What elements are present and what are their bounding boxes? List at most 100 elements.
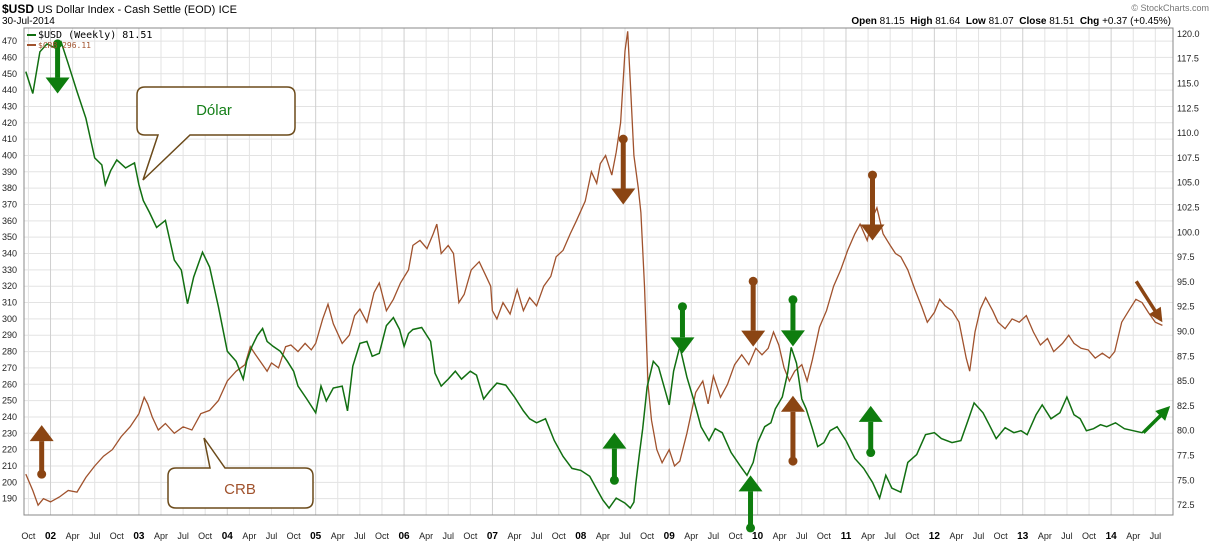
left-tick-label: 390 <box>2 167 17 177</box>
arrow-head <box>611 188 636 205</box>
right-tick-label: 107.5 <box>1177 153 1200 163</box>
series-line-usd <box>25 40 1163 510</box>
x-tick-label: Jul <box>89 531 101 541</box>
right-tick-label: 90.0 <box>1177 327 1195 337</box>
chart-header: $USD US Dollar Index - Cash Settle (EOD)… <box>0 0 1213 30</box>
arrow-head <box>860 224 885 241</box>
arrow-head <box>858 405 883 422</box>
close-value: 81.51 <box>1049 16 1075 27</box>
x-tick-label: Oct <box>994 531 1009 541</box>
left-tick-label: 330 <box>2 265 17 275</box>
x-tick-label: Oct <box>552 531 567 541</box>
arrow-head <box>1148 306 1163 323</box>
ohlc-readout: Open 81.15 High 81.64 Low 81.07 Close 81… <box>851 16 1171 27</box>
annotation-arrow-brown <box>860 170 885 241</box>
high-value: 81.64 <box>935 16 961 27</box>
left-tick-label: 220 <box>2 445 17 455</box>
x-tick-label: Apr <box>596 531 610 541</box>
annotation-arrow-green <box>738 475 763 533</box>
arrow-head <box>780 395 805 412</box>
callout-crb-text: CRB <box>224 481 256 498</box>
annotation-arrow-brown <box>1134 280 1163 323</box>
x-year-label: 03 <box>133 531 145 541</box>
right-tick-label: 75.0 <box>1177 475 1195 485</box>
arrow-head <box>780 330 805 347</box>
annotation-arrow-green <box>670 302 695 354</box>
right-tick-label: 82.5 <box>1177 401 1195 411</box>
x-year-label: 14 <box>1106 531 1118 541</box>
high-label: High <box>910 16 933 27</box>
x-tick-label: Oct <box>1082 531 1097 541</box>
x-tick-label: Jul <box>1061 531 1073 541</box>
x-year-label: 12 <box>929 531 941 541</box>
brand-watermark: © StockCharts.com <box>1131 3 1209 13</box>
left-tick-label: 410 <box>2 134 17 144</box>
callout-dolar-text: Dólar <box>196 102 232 119</box>
left-tick-label: 430 <box>2 101 17 111</box>
symbol-title: $USD US Dollar Index - Cash Settle (EOD)… <box>2 2 237 16</box>
low-label: Low <box>965 16 986 27</box>
x-tick-label: Apr <box>154 531 168 541</box>
left-tick-label: 270 <box>2 363 17 373</box>
x-tick-label: Apr <box>508 531 522 541</box>
left-tick-label: 200 <box>2 477 17 487</box>
left-tick-label: 420 <box>2 118 17 128</box>
left-tick-label: 300 <box>2 314 17 324</box>
annotation-arrow-green <box>602 432 627 485</box>
left-tick-label: 260 <box>2 379 17 389</box>
annotation-arrow-brown <box>29 425 54 479</box>
right-tick-label: 95.0 <box>1177 277 1195 287</box>
arrow-head <box>670 337 695 354</box>
callout-crb: CRB <box>167 437 314 509</box>
x-tick-label: Apr <box>242 531 256 541</box>
annotation-arrow-brown <box>611 134 636 205</box>
x-tick-label: Apr <box>1126 531 1140 541</box>
x-tick-label: Jul <box>177 531 189 541</box>
right-tick-label: 87.5 <box>1177 351 1195 361</box>
x-tick-label: Jul <box>266 531 278 541</box>
callout-dolar: Dólar <box>136 86 296 181</box>
right-axis: 72.5 75.0 77.5 80.0 82.5 85.0 87.5 90.0 92.5 95.0… <box>1177 29 1200 510</box>
left-tick-label: 400 <box>2 150 17 160</box>
right-tick-label: 105.0 <box>1177 178 1200 188</box>
x-tick-label: Jul <box>619 531 631 541</box>
left-tick-label: 250 <box>2 396 17 406</box>
x-tick-label: Oct <box>640 531 655 541</box>
x-tick-label: Oct <box>375 531 390 541</box>
x-tick-label: Apr <box>66 531 80 541</box>
arrow-head <box>602 432 627 449</box>
x-tick-label: Jul <box>708 531 720 541</box>
open-label: Open <box>851 16 877 27</box>
symbol: $USD <box>2 2 35 16</box>
annotation-arrow-green <box>858 405 883 458</box>
close-label: Close <box>1019 16 1047 27</box>
right-tick-label: 117.5 <box>1177 54 1199 64</box>
x-tick-label: Oct <box>198 531 213 541</box>
left-tick-label: 380 <box>2 183 17 193</box>
x-tick-label: Oct <box>463 531 478 541</box>
x-tick-label: Apr <box>419 531 433 541</box>
left-tick-label: 350 <box>2 232 17 242</box>
low-value: 81.07 <box>988 16 1014 27</box>
legend-crb: $CRB 296.11 <box>38 41 91 50</box>
left-tick-label: 240 <box>2 412 17 422</box>
x-tick-label: Jul <box>442 531 454 541</box>
symbol-name: US Dollar Index - Cash Settle (EOD) <box>37 4 216 16</box>
x-tick-label: Jul <box>796 531 808 541</box>
right-tick-label: 102.5 <box>1177 203 1200 213</box>
x-tick-label: Oct <box>905 531 920 541</box>
annotation-arrow-green <box>45 39 70 94</box>
x-tick-label: Oct <box>817 531 832 541</box>
arrow-head <box>1155 406 1171 421</box>
x-axis: Oct 02 Apr Jul Oct 03 Apr Jul Oct 04 Apr Jul Oct 05 Ap… <box>21 531 1161 541</box>
right-tick-label: 97.5 <box>1177 252 1195 262</box>
x-year-label: 09 <box>664 531 676 541</box>
x-tick-label: Apr <box>949 531 963 541</box>
left-tick-label: 280 <box>2 347 17 357</box>
annotation-arrow-brown <box>780 395 805 466</box>
x-tick-label: Jul <box>1150 531 1162 541</box>
right-tick-label: 120.0 <box>1177 29 1200 39</box>
chart-date: 30-Jul-2014 <box>2 16 55 27</box>
annotation-arrow-green <box>1142 406 1171 434</box>
x-tick-label: Apr <box>331 531 345 541</box>
